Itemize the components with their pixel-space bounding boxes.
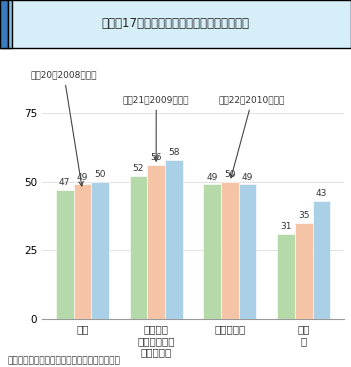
Text: 31: 31 [280,222,292,231]
Text: 50: 50 [224,170,236,179]
Text: 資料：総務省「通信利用動向調査（世帯編）」: 資料：総務省「通信利用動向調査（世帯編）」 [7,356,120,365]
Text: 49: 49 [242,172,253,182]
Bar [277,234,295,319]
Text: 52: 52 [133,164,144,174]
Bar [147,165,165,319]
Bar [130,176,147,319]
Bar [74,184,91,319]
Text: 49: 49 [206,172,218,182]
Bar [203,184,221,319]
Bar [239,184,257,319]
Text: 47: 47 [59,178,71,187]
Text: 35: 35 [298,211,310,220]
Text: 56: 56 [151,153,162,162]
Text: 49: 49 [77,172,88,182]
Text: 平成20（2008）年末: 平成20（2008）年末 [31,71,97,186]
Bar [295,223,312,319]
Text: %: % [3,29,13,39]
Bar [91,182,109,319]
Bar [56,190,74,319]
Text: 平成21（2009）年末: 平成21（2009）年末 [123,95,190,161]
Text: 58: 58 [168,148,180,157]
Text: 図４－17　ブロードバンド回線利用率の推移: 図４－17 ブロードバンド回線利用率の推移 [101,17,250,30]
Bar [165,160,183,319]
Text: 平成22（2010）年末: 平成22（2010）年末 [219,95,285,178]
Text: 43: 43 [316,189,327,198]
Bar [312,201,330,319]
Text: 50: 50 [94,170,106,179]
Bar [221,182,239,319]
